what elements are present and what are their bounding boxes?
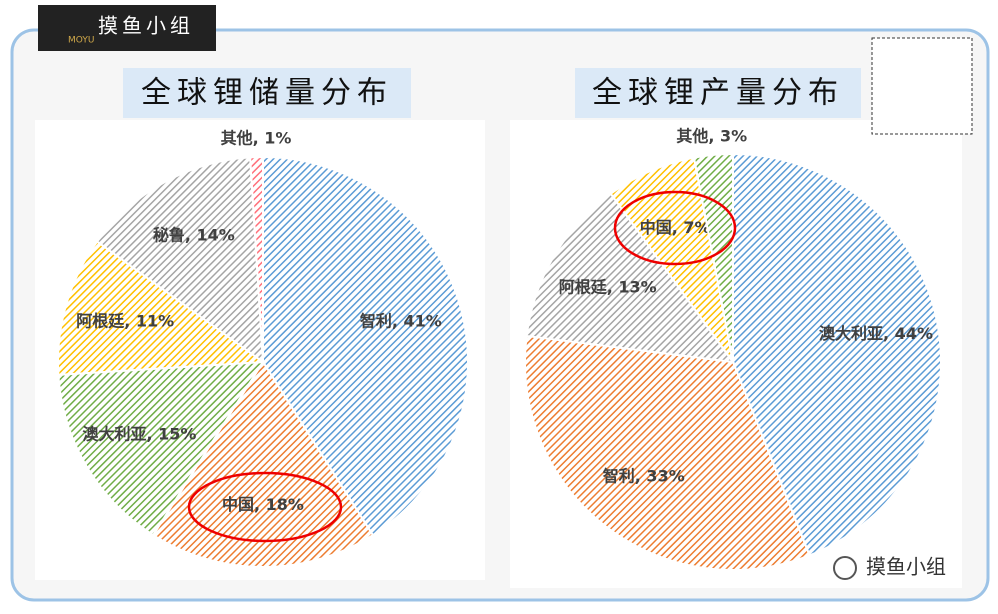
logo-sub: MOYU: [68, 36, 94, 46]
pie-slice: [525, 192, 736, 364]
footer-text: 摸鱼小组: [866, 555, 946, 579]
logo-text: 摸鱼小组: [98, 14, 194, 38]
pie-slice: [732, 152, 942, 557]
highlight-ellipse: [187, 471, 343, 543]
data-label: 其他, 3%: [676, 127, 747, 146]
chart-title: 全球锂产量分布: [592, 76, 844, 111]
pie-slice: [57, 360, 265, 537]
data-label: 澳大利亚, 15%: [83, 425, 197, 444]
data-label: 中国, 7%: [640, 218, 711, 237]
chart-title: 全球锂储量分布: [141, 76, 393, 111]
pie-slice: [95, 156, 265, 365]
data-label: 阿根廷, 13%: [559, 277, 657, 296]
wechat-icon: [833, 556, 857, 580]
title-box: [575, 68, 861, 118]
pie-slice: [57, 240, 266, 376]
data-label: 智利, 41%: [360, 311, 442, 330]
title-box: [123, 68, 411, 118]
data-label: 阿根廷, 11%: [76, 311, 174, 330]
qr-code: [871, 37, 973, 135]
data-label: 其他, 1%: [221, 129, 292, 148]
pie-slice: [524, 334, 811, 571]
data-label: 秘鲁, 14%: [153, 226, 235, 245]
logo-box: [38, 5, 216, 51]
pie-slice: [262, 155, 469, 537]
data-label: 智利, 33%: [603, 467, 685, 486]
data-label: 中国, 18%: [222, 495, 304, 514]
data-label: 澳大利亚, 44%: [819, 324, 933, 343]
pie-slice: [249, 155, 264, 363]
highlight-ellipse: [613, 190, 737, 266]
pie-slice: [151, 360, 375, 568]
